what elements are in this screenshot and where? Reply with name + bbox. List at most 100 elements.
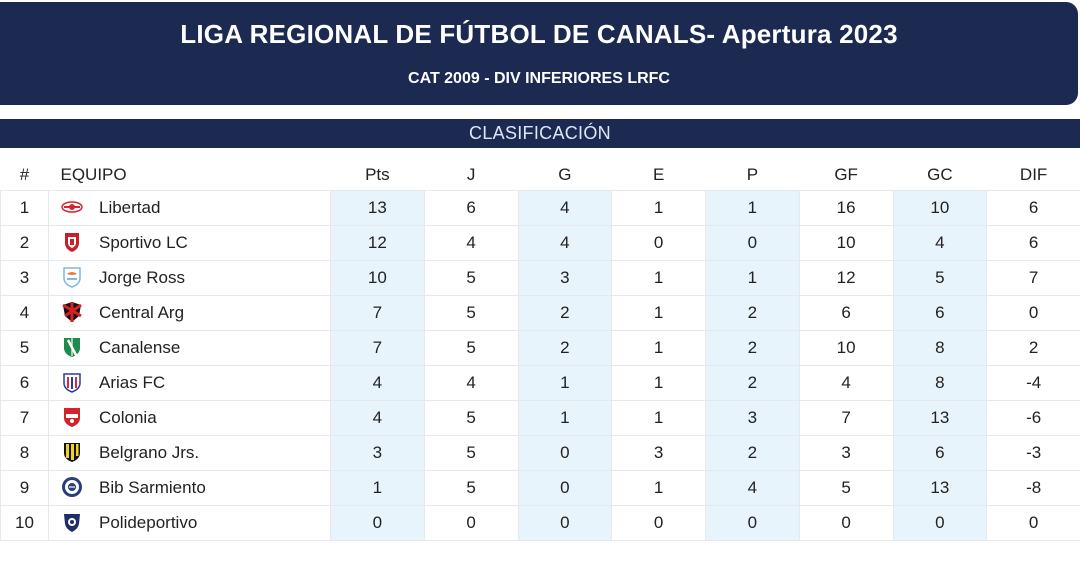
cell-g: 4	[517, 190, 613, 226]
cell-j: 5	[423, 260, 519, 296]
table-row: 3 Jorge Ross 10 5 3 1 1 12 5 7	[0, 260, 1080, 296]
cell-e: 1	[611, 400, 706, 436]
cell-pos: 4	[0, 295, 49, 331]
cell-gf: 6	[798, 295, 894, 331]
cell-pts: 7	[330, 295, 425, 331]
team-name: Jorge Ross	[99, 268, 185, 287]
col-header-g: G	[558, 165, 572, 184]
cell-pts: 13	[330, 190, 425, 226]
cell-pos: 5	[0, 330, 49, 366]
cell-g: 1	[517, 365, 613, 401]
cell-team: Bib Sarmiento	[48, 470, 331, 506]
col-header-gf: GF	[834, 165, 858, 184]
league-title: LIGA REGIONAL DE FÚTBOL DE CANALS- Apert…	[180, 19, 898, 49]
cell-team: Arias FC	[48, 365, 331, 401]
team-name: Polideportivo	[99, 513, 198, 532]
cell-gf: 5	[798, 470, 894, 506]
cell-pos: 8	[0, 435, 49, 471]
jorge-ross-crest-icon	[61, 266, 83, 288]
team-name: Bib Sarmiento	[99, 478, 206, 497]
cell-dif: -4	[986, 365, 1080, 401]
cell-e: 1	[611, 365, 706, 401]
cell-gf: 3	[798, 435, 894, 471]
cell-g: 3	[517, 260, 613, 296]
cell-dif: -3	[986, 435, 1080, 471]
cell-team: Canalense	[48, 330, 331, 366]
cell-gc: 13	[892, 400, 988, 436]
cell-g: 2	[517, 295, 613, 331]
table-row: 8 Belgrano Jrs. 3 5 0 3 2 3 6 -3	[0, 435, 1080, 471]
table-row: 9 Bib Sarmiento 1 5 0 1 4 5 13 -8	[0, 470, 1080, 506]
cell-dif: -8	[986, 470, 1080, 506]
cell-j: 6	[423, 190, 519, 226]
cell-dif: -6	[986, 400, 1080, 436]
cell-gc: 6	[892, 295, 988, 331]
cell-e: 1	[611, 190, 706, 226]
team-name: Arias FC	[99, 373, 166, 392]
col-header-e: E	[652, 165, 665, 184]
col-header-pts: Pts	[365, 165, 390, 184]
cell-p: 2	[705, 295, 800, 331]
standings-table: # EQUIPO Pts J G E P GF GC DIF 1 Libertad…	[0, 160, 1080, 541]
cell-p: 2	[705, 365, 800, 401]
colonia-crest-icon	[61, 406, 83, 428]
cell-pts: 3	[330, 435, 425, 471]
cell-g: 0	[517, 505, 613, 541]
table-row: 7 Colonia 4 5 1 1 3 7 13 -6	[0, 400, 1080, 436]
cell-p: 0	[705, 225, 800, 261]
cell-g: 0	[517, 435, 613, 471]
col-header-team: EQUIPO	[60, 165, 127, 184]
cell-pos: 2	[0, 225, 49, 261]
cell-pts: 0	[330, 505, 425, 541]
canalense-crest-icon	[61, 336, 83, 358]
cell-e: 1	[611, 330, 706, 366]
col-header-gc: GC	[927, 165, 953, 184]
section-title: CLASIFICACIÓN	[0, 119, 1080, 148]
cell-e: 1	[611, 295, 706, 331]
cell-p: 1	[705, 190, 800, 226]
cell-pts: 1	[330, 470, 425, 506]
cell-p: 4	[705, 470, 800, 506]
cell-e: 0	[611, 225, 706, 261]
table-row: 2 Sportivo LC 12 4 4 0 0 10 4 6	[0, 225, 1080, 261]
table-row: 6 Arias FC 4 4 1 1 2 4 8 -4	[0, 365, 1080, 401]
cell-p: 1	[705, 260, 800, 296]
cell-gf: 0	[798, 505, 894, 541]
cell-pos: 6	[0, 365, 49, 401]
team-name: Colonia	[99, 408, 157, 427]
cell-gf: 7	[798, 400, 894, 436]
col-header-j: J	[466, 165, 476, 184]
cell-gc: 8	[892, 365, 988, 401]
cell-j: 5	[423, 295, 519, 331]
cell-team: Central Arg	[48, 295, 331, 331]
team-name: Libertad	[99, 198, 161, 217]
table-row: 10 Polideportivo 0 0 0 0 0 0 0 0	[0, 505, 1080, 541]
cell-dif: 6	[986, 190, 1080, 226]
polideportivo-crest-icon	[61, 511, 83, 533]
cell-p: 3	[705, 400, 800, 436]
table-row: 1 Libertad 13 6 4 1 1 16 10 6	[0, 190, 1080, 226]
cell-j: 0	[423, 505, 519, 541]
cell-dif: 6	[986, 225, 1080, 261]
cell-gc: 13	[892, 470, 988, 506]
team-name: Sportivo LC	[99, 233, 188, 252]
cell-gc: 4	[892, 225, 988, 261]
cell-g: 4	[517, 225, 613, 261]
col-header-pos: #	[19, 165, 30, 184]
table-header-row: # EQUIPO Pts J G E P GF GC DIF	[1, 160, 1080, 191]
cell-gf: 12	[798, 260, 894, 296]
cell-team: Libertad	[48, 190, 331, 226]
table-row: 5 Canalense 7 5 2 1 2 10 8 2	[0, 330, 1080, 366]
col-header-p: P	[746, 165, 759, 184]
arias-fc-crest-icon	[61, 371, 83, 393]
cell-pos: 10	[0, 505, 49, 541]
cell-pts: 7	[330, 330, 425, 366]
cell-j: 5	[423, 470, 519, 506]
cell-pos: 9	[0, 470, 49, 506]
category-subtitle: CAT 2009 - DIV INFERIORES LRFC	[408, 70, 670, 87]
cell-g: 2	[517, 330, 613, 366]
cell-team: Jorge Ross	[48, 260, 331, 296]
cell-dif: 0	[986, 295, 1080, 331]
cell-gf: 10	[798, 225, 894, 261]
team-name: Central Arg	[99, 303, 185, 322]
